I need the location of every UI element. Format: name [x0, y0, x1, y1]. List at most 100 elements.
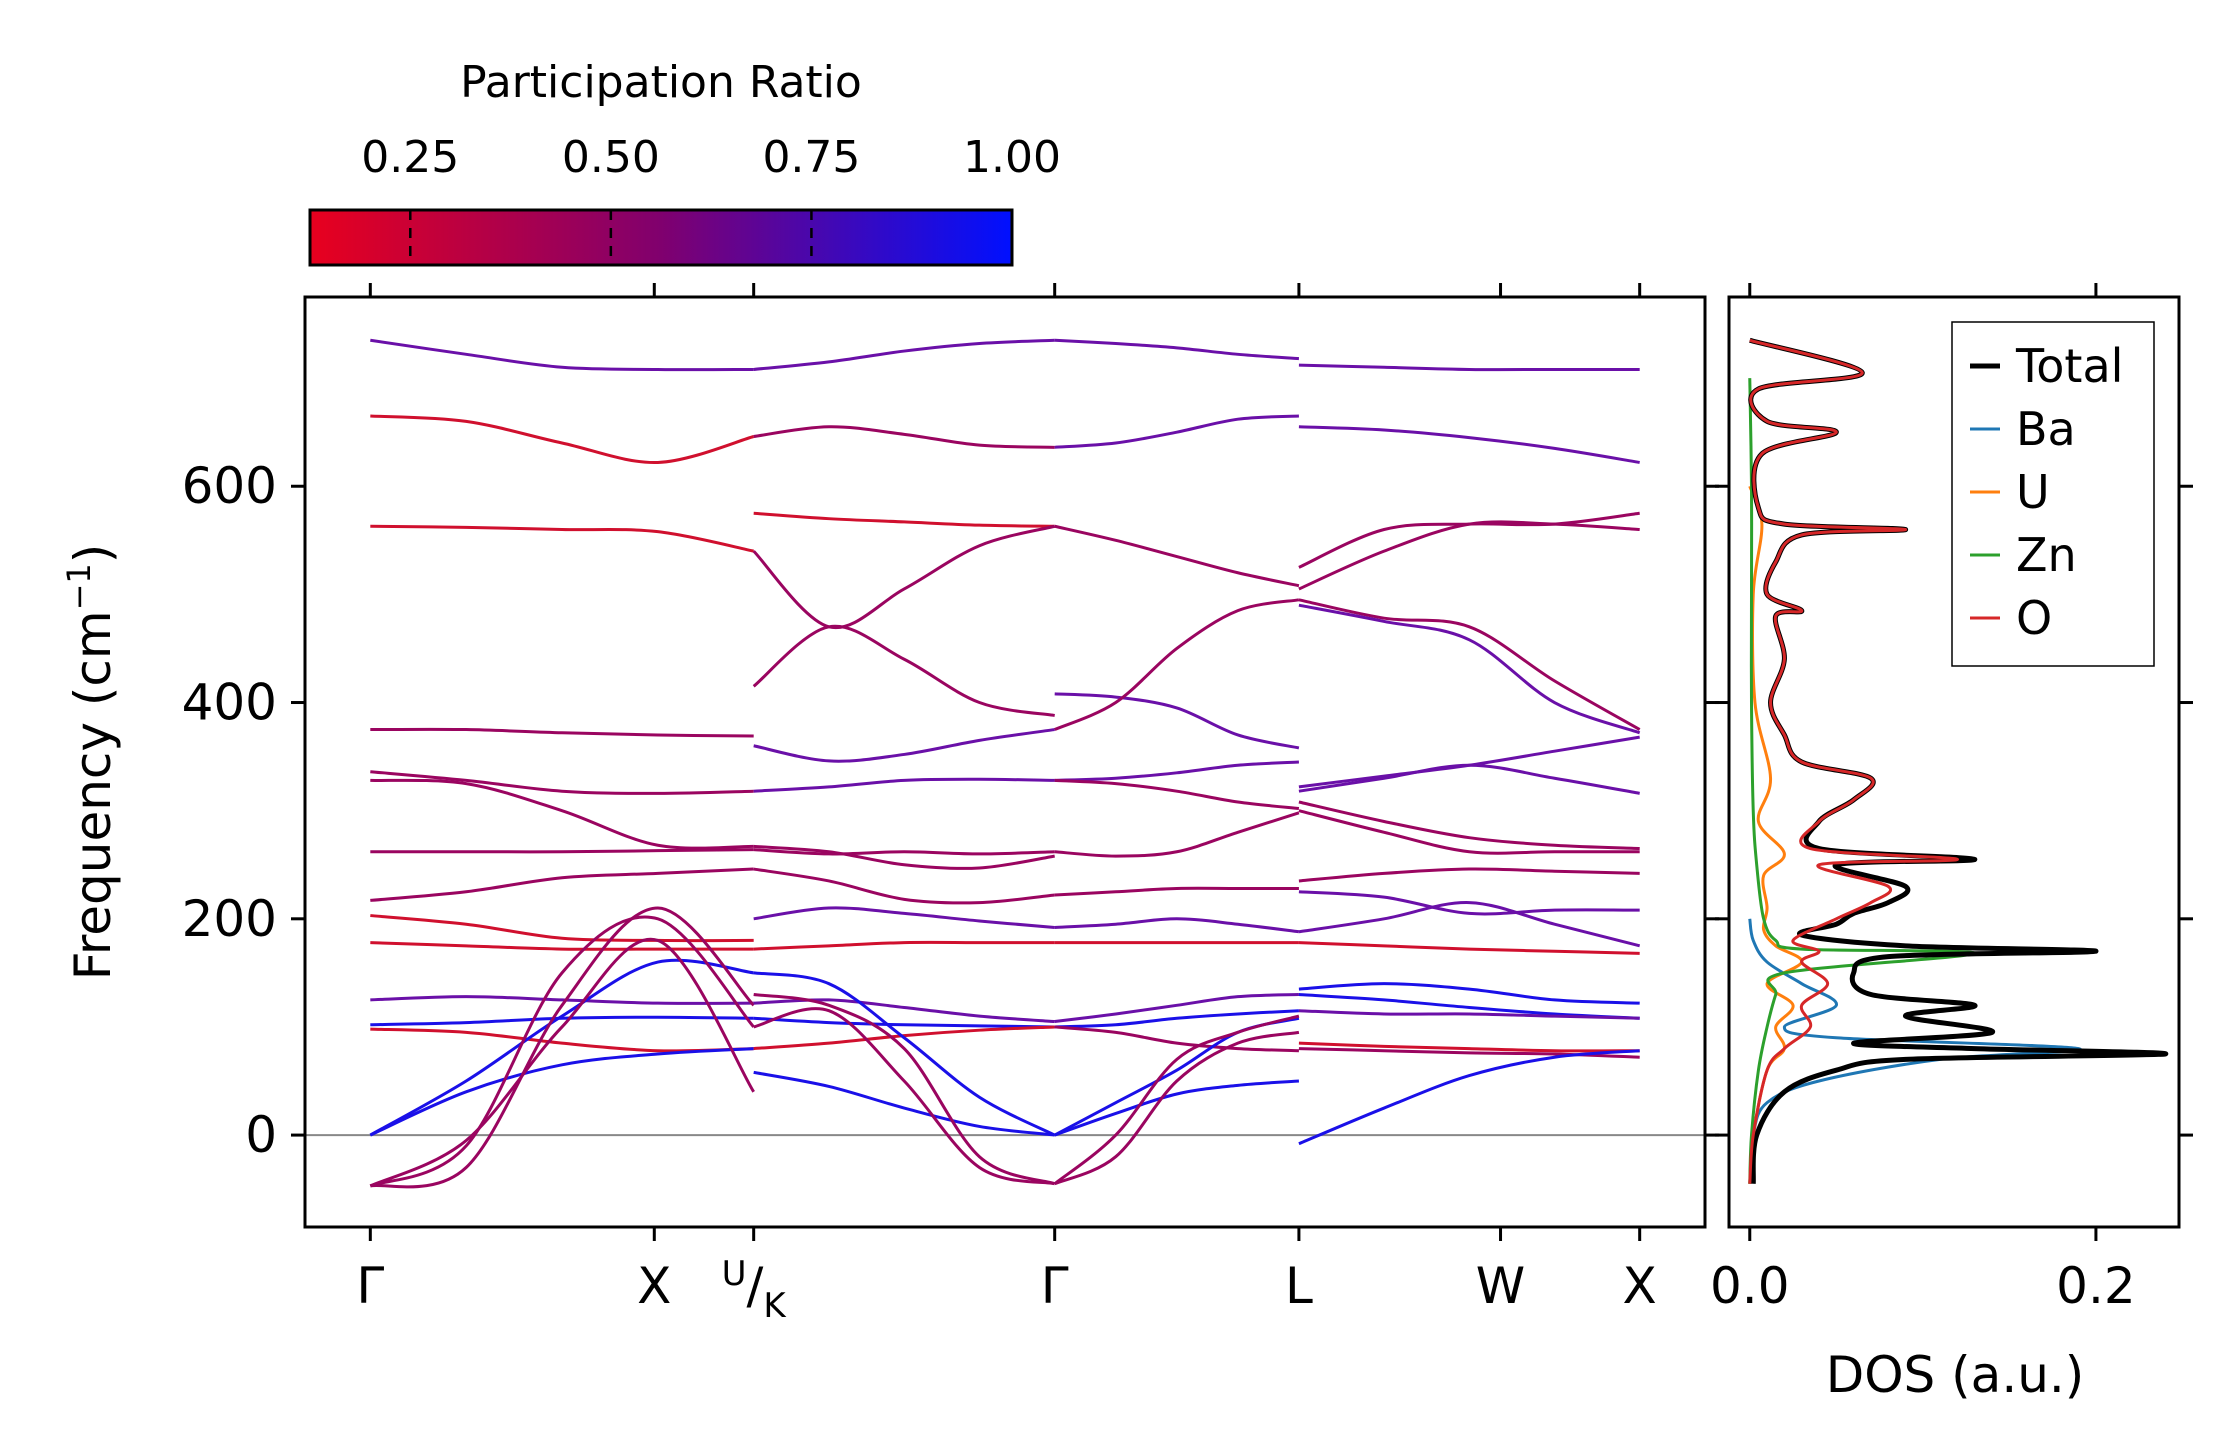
dos-lines	[1748, 337, 2168, 1184]
band-plot-frame	[303, 295, 1707, 1229]
phonon-band	[1298, 890, 1640, 916]
phonon-band	[1053, 1014, 1300, 1185]
phonon-band	[753, 867, 1055, 905]
colorbar-tick-label: 1.00	[963, 132, 1061, 183]
phonon-band	[370, 524, 754, 553]
colorbar-tick-label: 0.75	[762, 132, 860, 183]
phonon-band	[370, 995, 754, 1005]
phonon-band	[753, 940, 1055, 951]
phonon-band	[1054, 1030, 1300, 1186]
dos-y-ticks	[1715, 484, 2193, 1137]
phonon-band	[1298, 867, 1640, 883]
dos-series-zn	[1748, 378, 1977, 1184]
colorbar-gradient	[308, 208, 1014, 267]
dos-series-o	[1748, 338, 1959, 1184]
colorbar: Participation Ratio 0.25 0.50 0.75 1.00	[308, 57, 1061, 267]
phonon-band	[1298, 511, 1640, 569]
colorbar-title: Participation Ratio	[460, 57, 862, 108]
y-tick-label: 400	[182, 674, 277, 732]
phonon-band	[1298, 603, 1641, 735]
x-tick-label: X	[637, 1257, 671, 1315]
phonon-band	[753, 1007, 1056, 1186]
phonon-band	[1298, 425, 1640, 464]
phonon-band	[753, 1016, 1055, 1029]
phonon-band	[753, 1070, 1055, 1137]
phonon-band	[370, 1015, 754, 1027]
phonon-band	[1054, 598, 1300, 731]
phonon-band	[753, 1025, 1055, 1051]
phonon-band	[1298, 809, 1640, 855]
phonon-band	[1054, 778, 1300, 810]
phonon-band	[369, 1047, 754, 1137]
colorbar-tick-label: 0.25	[361, 132, 459, 183]
x-tick-label: W	[1476, 1257, 1525, 1315]
phonon-band	[1054, 993, 1299, 1024]
phonon-band	[1298, 901, 1641, 948]
phonon-band	[370, 1027, 754, 1053]
phonon-band	[1298, 735, 1640, 789]
phonon-band	[370, 941, 754, 951]
phonon-band	[1298, 1041, 1640, 1053]
x-tick-label: X	[1623, 1257, 1657, 1315]
phonon-band	[752, 524, 1056, 630]
phonon-band	[1054, 917, 1300, 934]
legend-label-u: U	[2016, 465, 2050, 519]
phonon-band	[1298, 800, 1640, 851]
phonon-band	[753, 906, 1055, 929]
phonon-band	[1054, 524, 1300, 588]
phonon-band	[1298, 982, 1640, 1005]
phonon-band	[1054, 1079, 1300, 1137]
phonon-band	[1298, 1009, 1640, 1020]
phonon-band	[1054, 886, 1299, 897]
phonon-band	[753, 425, 1055, 449]
phonon-band	[1298, 1049, 1640, 1146]
phonon-band	[370, 727, 754, 738]
phonon-band	[753, 971, 1056, 1137]
phonon-band	[1054, 760, 1299, 782]
dos-x-ticks: 0.0 0.2	[1710, 283, 2136, 1315]
phonon-band	[370, 770, 754, 795]
band-x-ticks: Γ X U/K Γ L W X	[356, 283, 1657, 1326]
phonon-band	[1298, 598, 1641, 731]
y-tick-label: 200	[182, 890, 277, 948]
phonon-band	[753, 338, 1055, 371]
colorbar-ticks: 0.25 0.50 0.75 1.00	[361, 132, 1061, 265]
dos-legend: Total Ba U Zn O	[1951, 321, 2155, 667]
phonon-band	[752, 624, 1055, 717]
phonon-band	[1054, 414, 1299, 449]
band-y-axis-title: Frequency (cm−1)	[60, 544, 122, 981]
x-tick-label: Γ	[1041, 1257, 1069, 1315]
phonon-band	[1054, 338, 1300, 361]
phonon-band	[753, 993, 1056, 1186]
colorbar-tick-label: 0.50	[562, 132, 660, 183]
x-tick-label: Γ	[356, 1257, 384, 1315]
phonon-band	[370, 906, 755, 1189]
phonon-band	[1298, 941, 1640, 955]
phonon-band	[1298, 520, 1640, 591]
phonon-band	[369, 915, 755, 1188]
dos-plot: 0.0 0.2 DOS (a.u.) Total Ba U Zn O	[1710, 283, 2193, 1404]
dos-plot-frame	[1727, 295, 2181, 1229]
dos-x-axis-title: DOS (a.u.)	[1826, 1346, 2085, 1404]
phonon-band	[370, 914, 754, 943]
band-structure-plot: 0 200 400 600 Γ X U/K Γ L W X Frequency (cm−1)	[60, 283, 1719, 1326]
phonon-band	[369, 958, 754, 1137]
legend-items: Total Ba U Zn O	[1970, 339, 2123, 645]
phonon-band	[1298, 363, 1640, 372]
phonon-band	[753, 728, 1055, 763]
band-lines	[305, 338, 1705, 1189]
phonon-band	[370, 778, 754, 850]
legend-box	[1951, 321, 2155, 667]
y-tick-label: 600	[182, 457, 277, 515]
x-tick-label: U/K	[722, 1254, 788, 1326]
legend-label-total: Total	[2015, 339, 2123, 393]
legend-label-o: O	[2016, 591, 2052, 645]
legend-label-zn: Zn	[2016, 528, 2077, 582]
phonon-band	[370, 867, 754, 902]
phonon-band	[1054, 692, 1300, 750]
legend-label-ba: Ba	[2016, 402, 2076, 456]
phonon-band	[753, 777, 1055, 793]
phonon-band	[1054, 811, 1300, 858]
x-tick-label: L	[1285, 1257, 1313, 1315]
phonon-band	[370, 848, 754, 854]
